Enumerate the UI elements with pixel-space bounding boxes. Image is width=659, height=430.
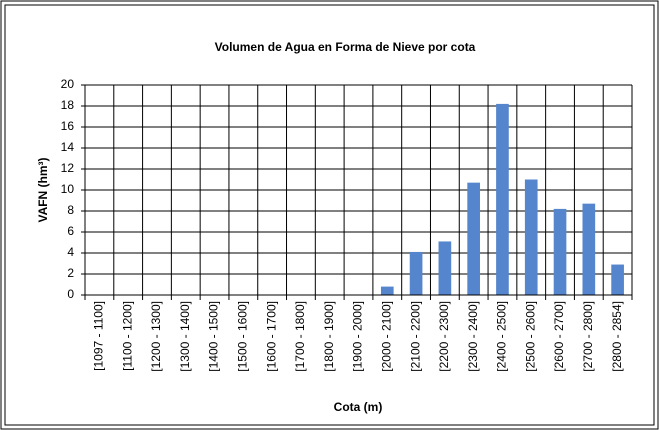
x-tick-label: [2500 - 2600] [523,301,537,372]
y-tick-label: 16 [61,119,75,133]
bar [467,182,480,295]
y-tick-label: 6 [67,224,74,238]
bar [380,286,394,295]
x-axis-title: Cota (m) [334,400,383,414]
bar [582,203,596,295]
x-tick-label: [2800 - 2854] [610,301,624,372]
x-tick-label: [1200 - 1300] [149,301,163,372]
y-tick-label: 20 [61,77,75,91]
x-tick-label: [2600 - 2700] [552,301,566,372]
y-tick-label: 2 [67,266,74,280]
x-tick-label: [2300 - 2400] [466,301,480,372]
y-tick-label: 14 [61,140,75,154]
y-tick-label: 4 [67,245,74,259]
x-tick-label: [1800 - 1900] [322,301,336,372]
y-tick-label: 10 [61,182,75,196]
x-tick-label: [1900 - 2000] [351,301,365,372]
bar [438,241,452,295]
x-tick-label: [1300 - 1400] [178,301,192,372]
x-tick-label: [1400 - 1500] [207,301,221,372]
bar [524,179,538,295]
bar [611,264,624,295]
x-tick-label: [1500 - 1600] [236,301,250,372]
x-tick-label: [1600 - 1700] [264,301,278,372]
chart-title: Volumen de Agua en Forma de Nieve por co… [215,40,476,54]
bar [409,251,423,295]
y-tick-label: 8 [67,203,74,217]
x-tick-label: [1097 - 1100] [92,301,106,371]
x-tick-label: [2400 - 2500] [495,301,509,372]
y-tick-label: 18 [61,98,75,112]
y-axis-title: VAFN (hm³) [36,157,50,222]
y-tick-label: 0 [67,287,74,301]
x-tick-label: [2100 - 2200] [408,301,422,372]
x-tick-label: [1100 - 1200] [120,301,134,371]
x-tick-label: [1700 - 1800] [293,301,307,372]
y-tick-label: 12 [61,161,75,175]
bar [553,208,567,295]
x-tick-label: [2700 - 2800] [581,301,595,372]
bar [496,103,509,296]
x-tick-label: [2200 - 2300] [437,301,451,372]
x-tick-label: [2000 - 2100] [379,301,393,372]
